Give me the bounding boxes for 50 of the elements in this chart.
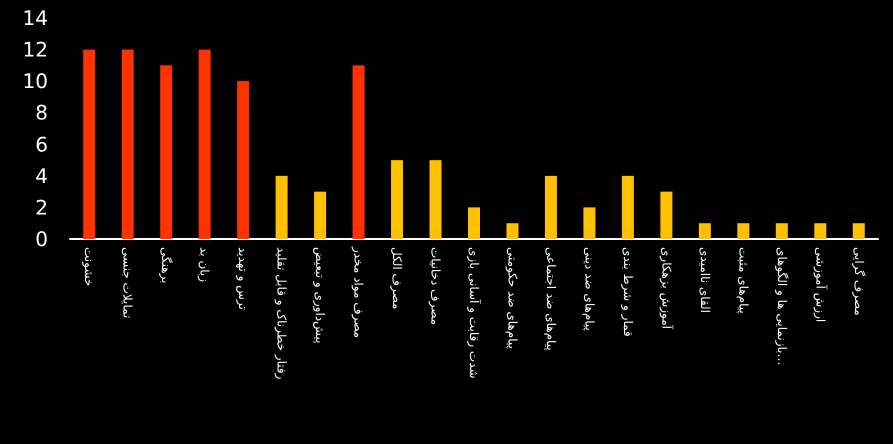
x-tick-label: مصرف الکل xyxy=(390,247,404,310)
x-tick-label: رفتار خطرناک و قابل تقلید xyxy=(274,247,289,380)
bar xyxy=(776,223,788,239)
bar xyxy=(544,176,557,239)
bar xyxy=(198,50,211,239)
bar xyxy=(122,50,134,239)
y-tick-label: 14 xyxy=(22,6,48,30)
x-tick-label: پیش‌داوری و تبعیض xyxy=(313,247,328,344)
bar xyxy=(83,50,96,239)
x-tick-label: مصرف دخانیات xyxy=(428,247,443,326)
bar xyxy=(583,207,596,239)
y-tick-label: 8 xyxy=(35,100,48,125)
y-tick-label: 4 xyxy=(35,164,48,188)
bar xyxy=(276,176,288,239)
bar xyxy=(314,192,326,239)
x-tick-label: پیام‌های مثبت xyxy=(736,247,750,314)
x-tick-label: خشونت xyxy=(82,247,96,286)
x-tick-label: القای ناامیدی xyxy=(698,247,712,313)
bar xyxy=(430,160,442,239)
bar xyxy=(352,65,365,239)
bar xyxy=(391,160,404,239)
x-tick-label: پیام‌های ضد دینی xyxy=(582,247,596,331)
x-tick-label: ارزش آموزشی xyxy=(813,247,828,322)
bar xyxy=(622,176,634,239)
bar xyxy=(698,223,711,239)
x-tick-label: مصرف مواد مخدر xyxy=(352,246,366,338)
x-tick-label: تمایلات جنسی xyxy=(120,247,135,318)
x-tick-label: شدت رقابت و آسانی بازی xyxy=(467,247,482,379)
x-tick-label: برهنگی xyxy=(159,247,174,284)
bar xyxy=(814,223,826,239)
bar xyxy=(852,223,865,239)
bar xyxy=(237,81,250,239)
x-tick-label: ترس و تهدید xyxy=(236,247,250,310)
bar xyxy=(468,207,480,239)
bar xyxy=(506,223,518,239)
x-tick-label: پیام‌های ضد اجتماعی xyxy=(544,247,558,351)
y-tick-label: 6 xyxy=(35,132,48,156)
bar xyxy=(660,192,672,239)
y-tick-label: 0 xyxy=(35,227,48,251)
x-tick-label: قمار و شرط بندی xyxy=(620,247,635,337)
x-tick-label: بازنمایی ها و الگوهای… xyxy=(774,247,789,366)
x-tick-label: مصرف گرایی xyxy=(852,247,866,316)
x-tick-label: آموزش بزهکاری xyxy=(659,247,674,330)
y-tick-label: 10 xyxy=(22,69,48,94)
bar xyxy=(160,65,172,239)
x-tick-label: زبان بد xyxy=(198,247,212,282)
y-tick-label: 12 xyxy=(22,38,48,62)
y-tick-label: 2 xyxy=(35,195,48,220)
x-tick-label: پیام‌های ضد حکومتی xyxy=(505,247,520,349)
bar xyxy=(737,223,750,239)
